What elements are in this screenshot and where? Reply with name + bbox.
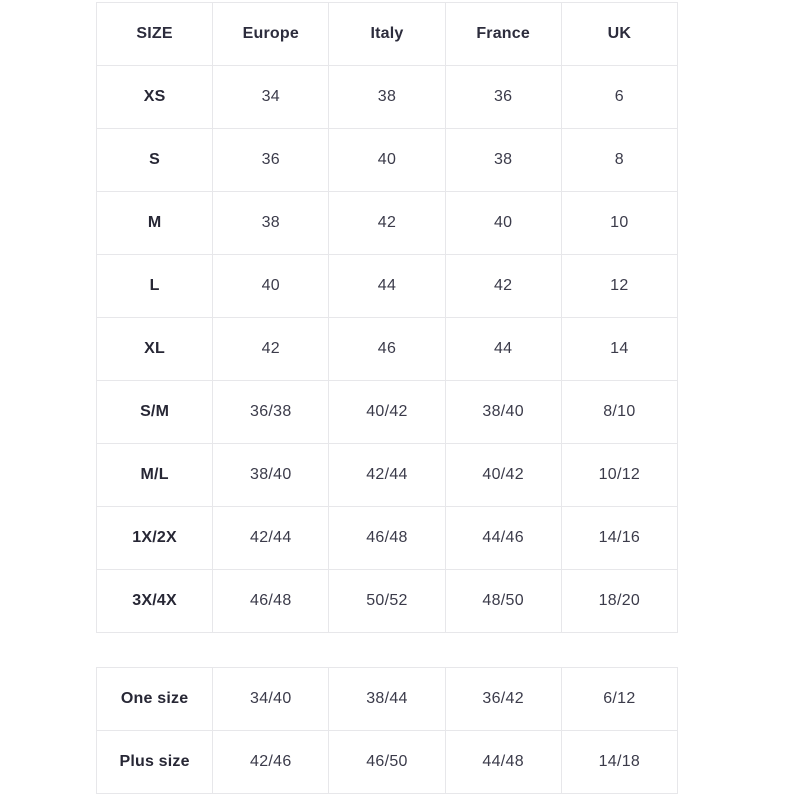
cell-france: 38: [444, 128, 562, 192]
cell-europe: 36/38: [212, 380, 330, 444]
size-conversion-table: SIZE Europe Italy France UK XS 34 38 36 …: [95, 2, 679, 633]
table-row: 3X/4X 46/48 50/52 48/50 18/20: [95, 569, 679, 633]
cell-italy: 38/44: [328, 667, 446, 731]
cell-uk: 14/18: [560, 730, 679, 794]
cell-france: 40/42: [444, 443, 562, 507]
cell-italy: 46/48: [328, 506, 446, 570]
row-label: 3X/4X: [95, 569, 214, 633]
row-label: One size: [95, 667, 214, 731]
cell-uk: 6/12: [560, 667, 679, 731]
cell-europe: 42/46: [212, 730, 330, 794]
cell-france: 38/40: [444, 380, 562, 444]
cell-france: 36/42: [444, 667, 562, 731]
cell-italy: 40: [328, 128, 446, 192]
cell-europe: 42: [212, 317, 330, 381]
cell-italy: 38: [328, 65, 446, 129]
cell-uk: 18/20: [560, 569, 679, 633]
row-label: L: [95, 254, 214, 318]
cell-uk: 12: [560, 254, 679, 318]
table-header-row: SIZE Europe Italy France UK: [95, 2, 679, 66]
table-row: Plus size 42/46 46/50 44/48 14/18: [95, 730, 679, 794]
row-label: M: [95, 191, 214, 255]
cell-uk: 6: [560, 65, 679, 129]
table-row: XS 34 38 36 6: [95, 65, 679, 129]
table-row: S 36 40 38 8: [95, 128, 679, 192]
table-row: 1X/2X 42/44 46/48 44/46 14/16: [95, 506, 679, 570]
cell-france: 44/48: [444, 730, 562, 794]
table-row: M 38 42 40 10: [95, 191, 679, 255]
cell-europe: 46/48: [212, 569, 330, 633]
column-header-italy: Italy: [328, 2, 446, 66]
cell-europe: 34: [212, 65, 330, 129]
cell-europe: 38/40: [212, 443, 330, 507]
cell-france: 44: [444, 317, 562, 381]
cell-uk: 14/16: [560, 506, 679, 570]
cell-europe: 38: [212, 191, 330, 255]
cell-europe: 36: [212, 128, 330, 192]
cell-italy: 50/52: [328, 569, 446, 633]
row-label: S: [95, 128, 214, 192]
cell-france: 42: [444, 254, 562, 318]
cell-france: 44/46: [444, 506, 562, 570]
table-row: S/M 36/38 40/42 38/40 8/10: [95, 380, 679, 444]
cell-europe: 40: [212, 254, 330, 318]
cell-italy: 42/44: [328, 443, 446, 507]
row-label: XS: [95, 65, 214, 129]
cell-uk: 8: [560, 128, 679, 192]
cell-france: 40: [444, 191, 562, 255]
cell-uk: 10/12: [560, 443, 679, 507]
table-header: SIZE Europe Italy France UK: [95, 2, 679, 66]
table-row: M/L 38/40 42/44 40/42 10/12: [95, 443, 679, 507]
row-label: Plus size: [95, 730, 214, 794]
table-row: One size 34/40 38/44 36/42 6/12: [95, 667, 679, 731]
table-row: XL 42 46 44 14: [95, 317, 679, 381]
row-label: S/M: [95, 380, 214, 444]
column-header-size: SIZE: [95, 2, 214, 66]
cell-europe: 34/40: [212, 667, 330, 731]
cell-italy: 46: [328, 317, 446, 381]
row-label: M/L: [95, 443, 214, 507]
cell-uk: 14: [560, 317, 679, 381]
column-header-france: France: [444, 2, 562, 66]
table-row: L 40 44 42 12: [95, 254, 679, 318]
cell-europe: 42/44: [212, 506, 330, 570]
cell-france: 48/50: [444, 569, 562, 633]
row-label: 1X/2X: [95, 506, 214, 570]
cell-france: 36: [444, 65, 562, 129]
onesize-conversion-table: One size 34/40 38/44 36/42 6/12 Plus siz…: [95, 667, 679, 794]
cell-italy: 40/42: [328, 380, 446, 444]
cell-uk: 10: [560, 191, 679, 255]
column-header-uk: UK: [560, 2, 679, 66]
cell-uk: 8/10: [560, 380, 679, 444]
row-label: XL: [95, 317, 214, 381]
column-header-europe: Europe: [212, 2, 330, 66]
cell-italy: 44: [328, 254, 446, 318]
cell-italy: 46/50: [328, 730, 446, 794]
onesize-table-body: One size 34/40 38/44 36/42 6/12 Plus siz…: [95, 667, 679, 794]
table-body: XS 34 38 36 6 S 36 40 38 8 M 38 42 40 10: [95, 65, 679, 633]
cell-italy: 42: [328, 191, 446, 255]
